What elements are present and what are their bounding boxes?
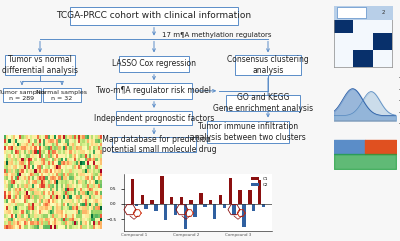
Bar (135, 204, 138, 206)
Bar (140, 195, 144, 204)
Bar (144, 204, 148, 209)
Text: 2: 2 (382, 10, 385, 15)
Bar (209, 200, 212, 204)
FancyBboxPatch shape (116, 83, 192, 99)
Bar (219, 195, 222, 204)
FancyBboxPatch shape (116, 111, 192, 125)
Text: TCGA-PRCC cohort with clinical information: TCGA-PRCC cohort with clinical informati… (56, 11, 252, 20)
Bar (223, 204, 226, 208)
Text: Two-m¶A regulator risk model: Two-m¶A regulator risk model (96, 86, 212, 95)
FancyBboxPatch shape (226, 95, 300, 111)
Text: LASSO Cox regression: LASSO Cox regression (112, 59, 196, 68)
Bar (164, 204, 168, 220)
Text: CMap database for prediction
of potential small molecule drug: CMap database for prediction of potentia… (92, 135, 216, 154)
Text: Consensus clustering
analysis: Consensus clustering analysis (227, 55, 309, 75)
Bar (203, 204, 206, 208)
FancyBboxPatch shape (207, 121, 289, 143)
FancyBboxPatch shape (112, 137, 196, 152)
Text: Compound 2: Compound 2 (173, 233, 199, 237)
Legend: C1, C2: C1, C2 (250, 176, 270, 189)
Bar (232, 204, 236, 215)
FancyBboxPatch shape (235, 55, 301, 75)
Bar (238, 190, 242, 204)
FancyBboxPatch shape (3, 88, 41, 102)
Bar (170, 197, 173, 204)
Bar (131, 179, 134, 204)
Text: Tumor immune infiltration
analysis between two clusters: Tumor immune infiltration analysis betwe… (190, 122, 306, 142)
Bar (160, 176, 164, 204)
Bar (150, 200, 154, 204)
Text: 17 m¶A methylation regulators: 17 m¶A methylation regulators (162, 32, 272, 38)
Bar (193, 204, 197, 216)
Bar (252, 204, 256, 211)
Bar (184, 204, 187, 229)
Text: Independent prognostic factors: Independent prognostic factors (94, 114, 214, 123)
Bar (228, 178, 232, 204)
Text: Tumor samples
n = 289: Tumor samples n = 289 (0, 90, 46, 100)
Bar (213, 204, 216, 219)
Text: GO and KEGG
Gene enrichment analysis: GO and KEGG Gene enrichment analysis (213, 94, 313, 113)
Bar (180, 196, 183, 204)
Text: Tumor vs normal
differential analysis: Tumor vs normal differential analysis (2, 55, 78, 75)
FancyBboxPatch shape (337, 7, 366, 18)
FancyBboxPatch shape (70, 7, 238, 25)
Text: Compound 3: Compound 3 (225, 233, 251, 237)
Text: Normal samples
n = 32: Normal samples n = 32 (36, 90, 88, 100)
Bar (154, 204, 158, 211)
Bar (174, 204, 177, 215)
Bar (248, 190, 252, 204)
Bar (190, 200, 193, 204)
FancyBboxPatch shape (5, 55, 75, 75)
FancyBboxPatch shape (43, 88, 81, 102)
Bar (262, 204, 265, 207)
Bar (242, 204, 246, 227)
Bar (199, 193, 203, 204)
Bar (258, 180, 261, 204)
Text: Compound 1: Compound 1 (121, 233, 147, 237)
FancyBboxPatch shape (119, 56, 189, 72)
